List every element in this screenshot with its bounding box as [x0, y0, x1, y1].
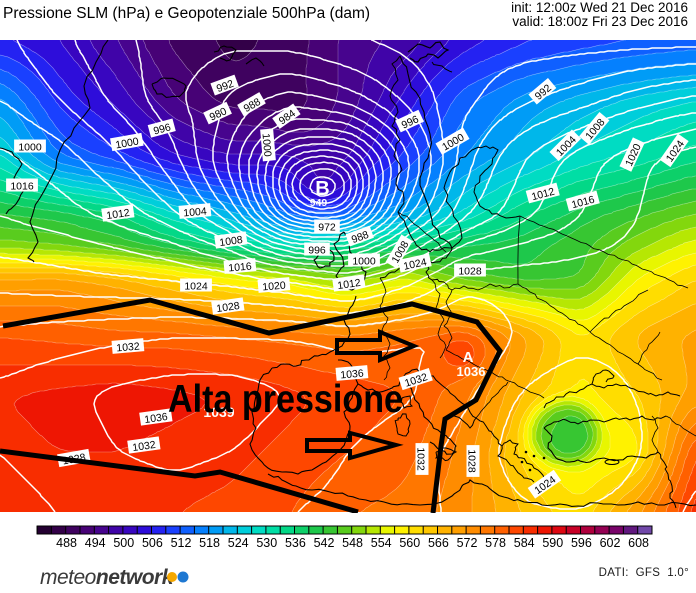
- svg-text:1000: 1000: [115, 136, 140, 152]
- svg-text:949: 949: [310, 197, 328, 209]
- svg-text:1036: 1036: [144, 411, 169, 426]
- svg-text:1012: 1012: [530, 186, 556, 204]
- svg-text:B: B: [315, 178, 329, 200]
- svg-text:1028: 1028: [216, 300, 241, 315]
- svg-text:1028: 1028: [458, 266, 482, 278]
- svg-text:1000: 1000: [352, 256, 376, 268]
- svg-text:1032: 1032: [415, 447, 427, 471]
- svg-text:Alta pressione: Alta pressione: [168, 378, 403, 421]
- svg-text:1024: 1024: [402, 256, 427, 273]
- svg-text:1000: 1000: [260, 133, 274, 157]
- svg-text:1016: 1016: [570, 194, 596, 212]
- svg-text:1039: 1039: [203, 404, 234, 420]
- svg-text:1016: 1016: [10, 181, 34, 193]
- svg-text:1016: 1016: [228, 260, 252, 274]
- svg-text:1032: 1032: [116, 340, 140, 354]
- svg-text:988: 988: [350, 229, 371, 246]
- svg-text:1036: 1036: [457, 364, 486, 379]
- svg-text:996: 996: [152, 121, 172, 137]
- svg-text:1012: 1012: [337, 277, 362, 292]
- svg-text:1012: 1012: [106, 207, 131, 222]
- svg-text:1036: 1036: [340, 367, 364, 381]
- svg-text:1020: 1020: [262, 279, 286, 293]
- svg-text:996: 996: [308, 245, 326, 257]
- svg-text:A: A: [463, 349, 474, 366]
- svg-text:1032: 1032: [132, 439, 157, 454]
- svg-text:1008: 1008: [219, 234, 244, 249]
- svg-text:1028: 1028: [466, 449, 478, 473]
- svg-text:992: 992: [215, 78, 236, 95]
- svg-text:972: 972: [318, 222, 336, 234]
- svg-text:1000: 1000: [18, 142, 42, 154]
- svg-text:1024: 1024: [184, 281, 208, 293]
- svg-text:1004: 1004: [183, 205, 207, 219]
